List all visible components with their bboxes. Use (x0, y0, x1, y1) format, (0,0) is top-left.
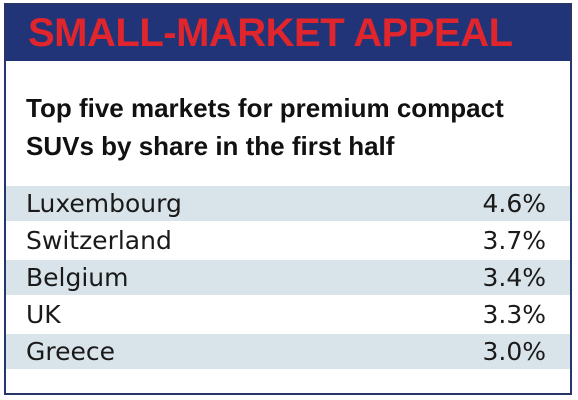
country-label: Switzerland (26, 226, 172, 255)
table-row: Switzerland 3.7% (6, 223, 570, 260)
chart-card: SMALL-MARKET APPEAL Top five markets for… (4, 3, 572, 395)
country-label: UK (26, 300, 61, 329)
share-value: 3.4% (482, 263, 546, 292)
country-label: Greece (26, 337, 115, 366)
country-label: Luxembourg (26, 189, 182, 218)
header-bar: SMALL-MARKET APPEAL (6, 5, 570, 61)
share-value: 4.6% (482, 189, 546, 218)
table-row: Belgium 3.4% (6, 260, 570, 297)
share-value: 3.3% (482, 300, 546, 329)
share-value: 3.7% (482, 226, 546, 255)
chart-title: SMALL-MARKET APPEAL (28, 11, 513, 55)
table-row: UK 3.3% (6, 297, 570, 334)
country-label: Belgium (26, 263, 129, 292)
data-table: Luxembourg 4.6% Switzerland 3.7% Belgium 3.4%… (6, 186, 570, 371)
table-row: Luxembourg 4.6% (6, 186, 570, 223)
share-value: 3.0% (482, 337, 546, 366)
table-row: Greece 3.0% (6, 334, 570, 371)
chart-subtitle: Top five markets for premium compact SUV… (26, 93, 504, 161)
